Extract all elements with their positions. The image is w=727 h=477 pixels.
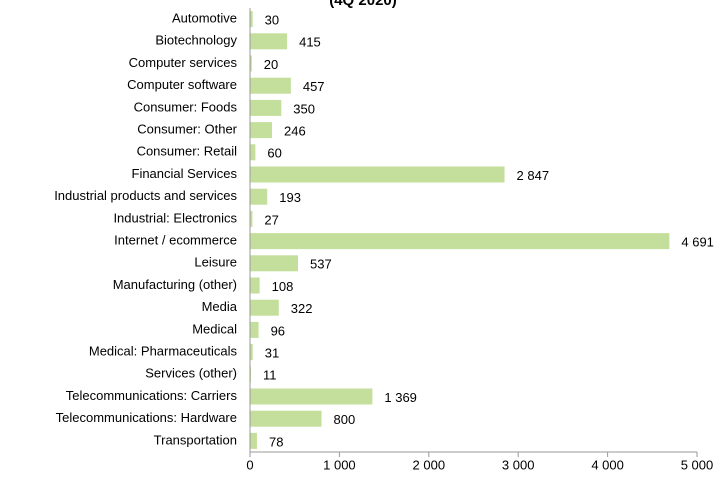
bar [250, 122, 272, 139]
y-tick-label: Financial Services [132, 166, 238, 181]
value-label: 1 369 [384, 390, 417, 405]
value-label: 108 [272, 279, 294, 294]
value-label: 20 [264, 57, 278, 72]
bar [250, 233, 670, 250]
value-label: 322 [291, 301, 313, 316]
y-tick-label: Medical [192, 321, 237, 336]
y-tick-label: Media [202, 299, 238, 314]
y-tick-label: Consumer: Other [137, 122, 237, 137]
bar [250, 277, 260, 294]
y-tick-label: Biotechnology [155, 33, 237, 48]
bar [250, 166, 505, 183]
x-tick-label: 0 [246, 457, 253, 472]
bar [250, 299, 279, 316]
bar [250, 188, 268, 205]
y-tick-label: Transportation [154, 432, 237, 447]
bar [250, 144, 256, 161]
bar [250, 210, 253, 227]
value-label: 193 [279, 190, 301, 205]
x-tick-label: 2 000 [413, 457, 446, 472]
value-label: 96 [271, 323, 285, 338]
value-label: 11 [263, 368, 277, 383]
y-tick-label: Telecommunications: Hardware [56, 410, 237, 425]
x-tick-label: 1 000 [323, 457, 356, 472]
bar [250, 77, 291, 94]
bar [250, 255, 299, 272]
value-label: 2 847 [517, 168, 550, 183]
x-tick-label: 5 000 [681, 457, 714, 472]
bar [250, 432, 257, 449]
chart-title: (4Q 2020) [329, 0, 397, 9]
bar [250, 99, 282, 116]
y-tick-label: Consumer: Retail [137, 144, 238, 159]
y-tick-label: Telecommunications: Carriers [66, 388, 238, 403]
value-label: 30 [265, 13, 279, 28]
value-label: 4 691 [681, 235, 714, 250]
value-label: 415 [299, 35, 321, 50]
bar [250, 33, 288, 50]
value-label: 27 [264, 212, 278, 227]
bar [250, 11, 253, 28]
y-tick-label: Automotive [172, 11, 237, 26]
y-tick-label: Leisure [194, 255, 237, 270]
x-tick-label: 3 000 [502, 457, 535, 472]
value-label: 78 [269, 434, 283, 449]
y-tick-label: Manufacturing (other) [113, 277, 237, 292]
y-tick-label: Computer services [129, 55, 238, 70]
x-tick-label: 4 000 [591, 457, 624, 472]
bar [250, 344, 253, 361]
y-tick-label: Industrial: Electronics [113, 210, 237, 225]
bar [250, 410, 322, 427]
value-label: 800 [334, 412, 356, 427]
bar [250, 55, 252, 72]
value-label: 350 [293, 101, 315, 116]
value-label: 457 [303, 79, 325, 94]
y-tick-label: Computer software [127, 77, 237, 92]
bar [250, 321, 259, 338]
y-tick-label: Consumer: Foods [134, 99, 238, 114]
y-tick-label: Industrial products and services [54, 188, 237, 203]
value-label: 60 [267, 146, 281, 161]
bar [250, 388, 373, 405]
y-tick-label: Internet / ecommerce [114, 233, 237, 248]
value-label: 246 [284, 124, 306, 139]
value-label: 31 [265, 346, 279, 361]
y-tick-label: Medical: Pharmaceuticals [89, 344, 238, 359]
y-tick-label: Services (other) [145, 366, 237, 381]
value-label: 537 [310, 257, 332, 272]
